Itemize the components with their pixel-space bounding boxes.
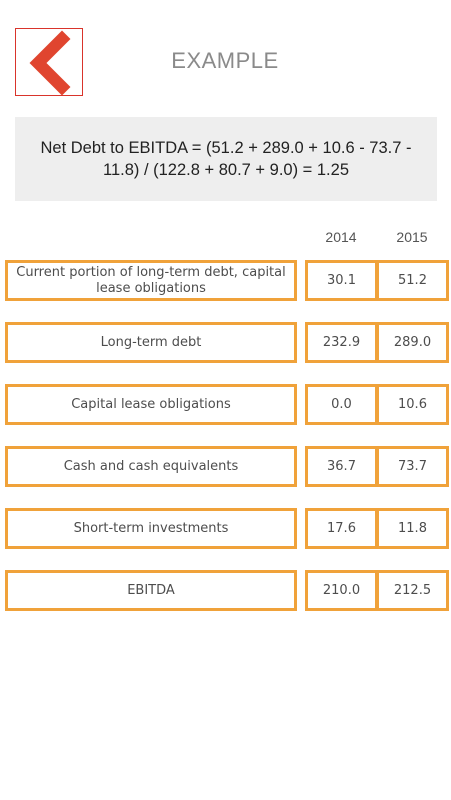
table-row: Capital lease obligations 0.0 10.6 xyxy=(5,384,449,425)
row-label: Cash and cash equivalents xyxy=(5,446,297,487)
table-row: Short-term investments 17.6 11.8 xyxy=(5,508,449,549)
value-2015[interactable]: 11.8 xyxy=(376,508,449,549)
row-label: Current portion of long-term debt, capit… xyxy=(5,260,297,301)
value-2015[interactable]: 212.5 xyxy=(376,570,449,611)
value-2014[interactable]: 232.9 xyxy=(305,322,378,363)
value-2015[interactable]: 73.7 xyxy=(376,446,449,487)
formula-box: Net Debt to EBITDA = (51.2 + 289.0 + 10.… xyxy=(15,117,437,201)
column-header-2015: 2015 xyxy=(396,229,428,245)
table-row: Long-term debt 232.9 289.0 xyxy=(5,322,449,363)
value-2014[interactable]: 210.0 xyxy=(305,570,378,611)
value-2015[interactable]: 289.0 xyxy=(376,322,449,363)
page-title: EXAMPLE xyxy=(171,48,279,73)
value-2014[interactable]: 17.6 xyxy=(305,508,378,549)
chevron-left-icon xyxy=(29,30,71,96)
table-row: Current portion of long-term debt, capit… xyxy=(5,260,449,301)
column-header-2014: 2014 xyxy=(325,229,357,245)
value-2014[interactable]: 30.1 xyxy=(305,260,378,301)
table-row: Cash and cash equivalents 36.7 73.7 xyxy=(5,446,449,487)
row-label: Long-term debt xyxy=(5,322,297,363)
value-2014[interactable]: 0.0 xyxy=(305,384,378,425)
row-label: Short-term investments xyxy=(5,508,297,549)
row-label: Capital lease obligations xyxy=(5,384,297,425)
value-2015[interactable]: 51.2 xyxy=(376,260,449,301)
row-label: EBITDA xyxy=(5,570,297,611)
table-row: EBITDA 210.0 212.5 xyxy=(5,570,449,611)
formula-text: Net Debt to EBITDA = (51.2 + 289.0 + 10.… xyxy=(40,139,412,179)
value-2015[interactable]: 10.6 xyxy=(376,384,449,425)
back-button[interactable] xyxy=(15,28,83,96)
value-2014[interactable]: 36.7 xyxy=(305,446,378,487)
